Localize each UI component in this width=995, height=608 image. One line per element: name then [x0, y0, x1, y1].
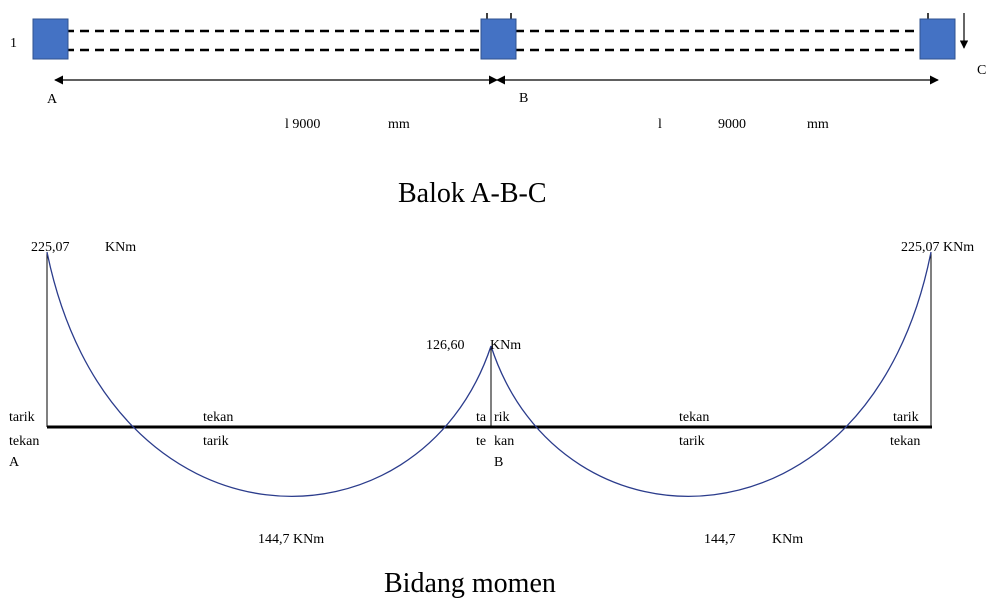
moment-b-unit: KNm	[490, 338, 522, 353]
zone-b-top-left: ta	[476, 410, 487, 425]
zone-b-bottom-left: te	[476, 434, 487, 449]
moment-title: Bidang momen	[384, 568, 556, 599]
moment-span-ab-field: 144,7 KNm	[258, 532, 325, 547]
zone-span-bc-top: tekan	[679, 410, 710, 425]
moment-c-value: 225,07 KNm	[901, 240, 975, 255]
support-c-label: C	[977, 63, 987, 78]
span-ab-length: l 9000	[285, 117, 321, 132]
moment-label-a: A	[9, 455, 20, 470]
moment-a-value: 225,07	[31, 240, 70, 255]
moment-curve-span-bc	[490, 251, 932, 497]
moment-a-unit: KNm	[105, 240, 137, 255]
span-bc-symbol: l	[658, 117, 662, 132]
zone-span-ab-bottom: tarik	[203, 434, 229, 449]
zone-c-bottom: tekan	[890, 434, 921, 449]
zone-a-top: tarik	[9, 410, 35, 425]
support-c-block	[919, 18, 956, 60]
moment-span-bc-value: 144,7	[704, 532, 736, 547]
beam-title: Balok A-B-C	[398, 178, 547, 209]
support-a-label: A	[47, 92, 58, 107]
moment-b-value: 126,60	[426, 338, 465, 353]
span-ab-unit: mm	[388, 117, 410, 132]
moment-label-b: B	[494, 455, 504, 470]
zone-span-bc-bottom: tarik	[679, 434, 705, 449]
support-b-block	[480, 18, 517, 60]
support-b-label: B	[519, 91, 529, 106]
support-a-block	[32, 18, 69, 60]
zone-a-bottom: tekan	[9, 434, 40, 449]
span-bc-unit: mm	[807, 117, 829, 132]
moment-curve-span-ab	[46, 251, 492, 497]
moment-span-bc-unit: KNm	[772, 532, 804, 547]
left-marker-label: 1	[10, 36, 17, 51]
zone-span-ab-top: tekan	[203, 410, 234, 425]
span-bc-length: 9000	[718, 117, 746, 132]
zone-b-bottom-right: kan	[494, 434, 515, 449]
zone-c-top: tarik	[893, 410, 919, 425]
zone-b-top-right: rik	[494, 410, 510, 425]
